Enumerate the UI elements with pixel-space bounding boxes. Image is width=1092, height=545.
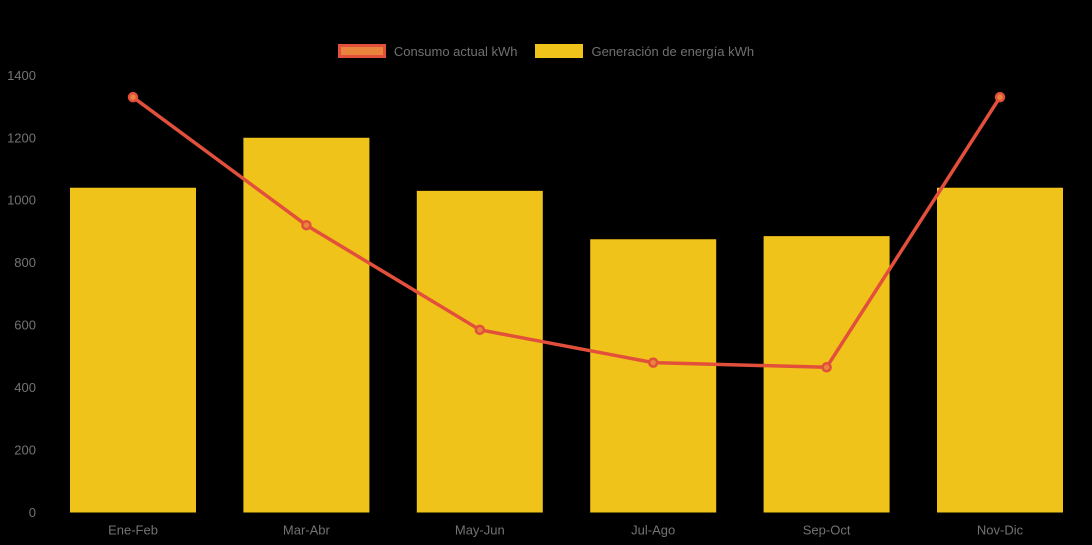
line-point-Sep-Oct[interactable] [821,362,832,373]
y-axis-tick-label: 200 [14,443,36,458]
line-point-Nov-Dic[interactable] [994,91,1006,103]
legend-item-generacion[interactable]: Generación de energía kWh [535,44,754,58]
line-point-May-Jun[interactable] [474,324,486,336]
x-axis-tick-label: Mar-Abr [283,523,331,538]
y-axis-tick-label: 400 [14,380,36,395]
x-axis-tick-label: Nov-Dic [977,523,1024,538]
consumption-line [131,95,1002,370]
y-axis-tick-label: 1000 [7,193,36,208]
legend-label-consumo: Consumo actual kWh [393,43,518,59]
bar-Nov-Dic[interactable] [937,187,1063,513]
legend-swatch-generacion-icon [535,44,584,58]
y-axis-tick-label: 0 [29,505,36,520]
x-axis-tick-label: May-Jun [455,523,505,538]
y-axis-tick-label: 800 [14,255,36,270]
y-axis-tick-label: 1400 [7,68,36,83]
bar-Sep-Oct[interactable] [763,236,890,513]
legend-label-generacion: Generación de energía kWh [591,43,755,59]
y-axis-tick-label: 600 [14,318,36,333]
bar-May-Jun[interactable] [416,190,543,513]
x-axis-tick-label: Sep-Oct [803,523,851,538]
bar-Jul-Ago[interactable] [590,239,717,513]
bar-Mar-Abr[interactable] [243,137,370,513]
line-point-Ene-Feb[interactable] [127,91,139,103]
legend-swatch-consumo-icon [337,44,386,58]
chart-legend: Consumo actual kWh Generación de energía… [0,44,1092,58]
line-point-Jul-Ago[interactable] [647,357,659,368]
x-axis-tick-label: Ene-Feb [108,523,158,538]
line-point-Mar-Abr[interactable] [301,219,312,231]
y-axis-tick-label: 1200 [7,130,36,145]
legend-item-consumo[interactable]: Consumo actual kWh [337,43,518,59]
x-axis-tick-label: Jul-Ago [631,523,675,538]
bar-Ene-Feb[interactable] [70,187,196,513]
